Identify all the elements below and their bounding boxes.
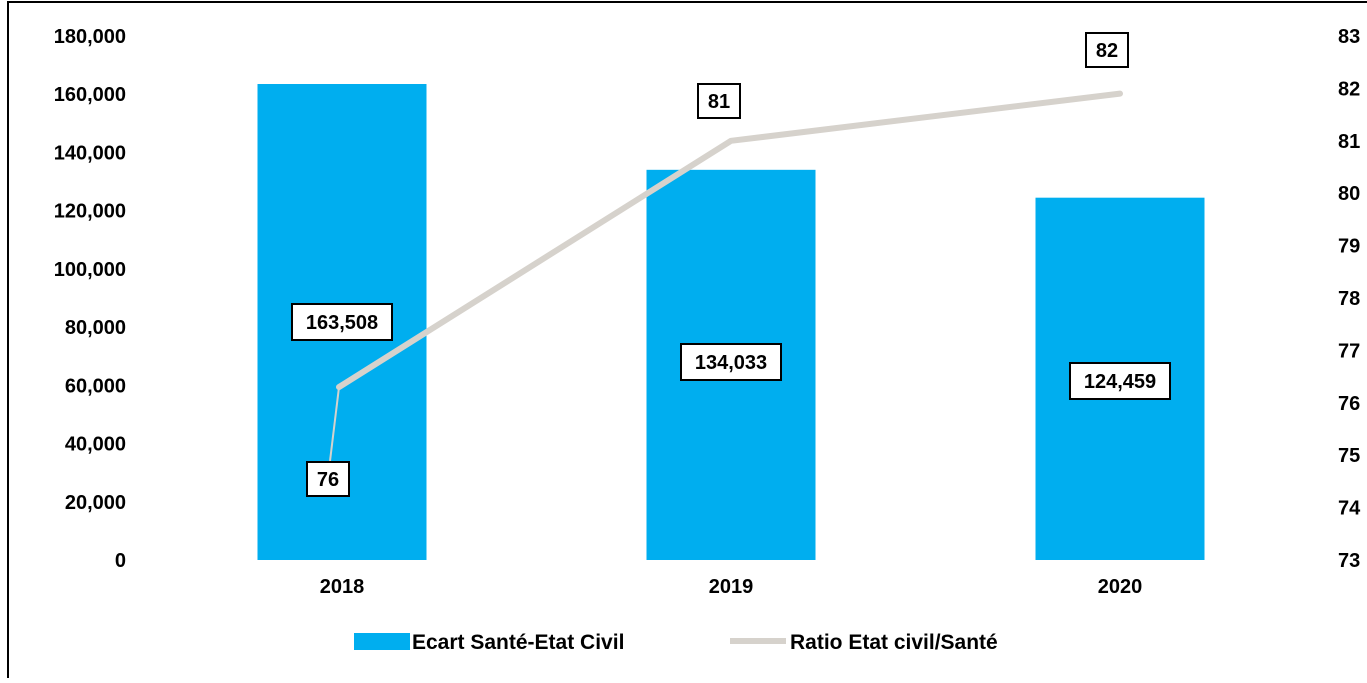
- x-tick-label: 2018: [320, 576, 365, 598]
- right-tick-label: 79: [1338, 236, 1360, 258]
- line-data-label-text: 81: [708, 91, 730, 113]
- bar-series: 163,508 134,033 124,459: [257, 84, 1205, 561]
- line-data-label-box: [1085, 32, 1129, 68]
- left-axis: 0 20,000 40,000 60,000 80,000 100,000 120,000 1…: [54, 26, 126, 572]
- right-tick-label: 77: [1338, 340, 1360, 362]
- left-tick-label: 180,000: [54, 26, 126, 48]
- leader-line: [329, 386, 340, 462]
- left-tick-label: 40,000: [65, 434, 126, 456]
- line-data-label-box: [697, 83, 741, 119]
- legend-line-label: Ratio Etat civil/Santé: [790, 631, 998, 654]
- line-data-label: 81: [697, 83, 741, 119]
- bar-data-label-text: 163,508: [306, 312, 378, 334]
- bar-data-label: 124,459: [1069, 362, 1171, 400]
- bar-data-label-box: [1069, 362, 1171, 400]
- x-tick-label: 2020: [1098, 576, 1143, 598]
- bar-data-label: 134,033: [680, 343, 782, 381]
- legend-bar-label: Ecart Santé-Etat Civil: [412, 631, 624, 654]
- bar-data-label: 163,508: [291, 303, 393, 341]
- line-data-label-box: [306, 461, 350, 497]
- line-data-label-text: 82: [1096, 40, 1118, 62]
- legend: Ecart Santé-Etat Civil Ratio Etat civil/…: [354, 631, 998, 654]
- left-tick-label: 20,000: [65, 492, 126, 514]
- chart-border: [7, 1, 1367, 683]
- right-tick-label: 83: [1338, 26, 1360, 48]
- bar-data-label-box: [291, 303, 393, 341]
- left-tick-label: 160,000: [54, 84, 126, 106]
- right-tick-label: 76: [1338, 393, 1360, 415]
- right-tick-label: 75: [1338, 445, 1360, 467]
- right-tick-label: 73: [1338, 550, 1360, 572]
- right-tick-label: 74: [1338, 498, 1361, 520]
- left-tick-label: 100,000: [54, 259, 126, 281]
- x-axis: 2018 2019 2020: [320, 576, 1143, 598]
- right-tick-label: 78: [1338, 288, 1360, 310]
- right-tick-label: 81: [1338, 131, 1360, 153]
- line-data-label: 76: [306, 461, 350, 497]
- line-series: 76 81 82: [306, 32, 1129, 497]
- left-tick-label: 120,000: [54, 201, 126, 223]
- left-tick-label: 60,000: [65, 375, 126, 397]
- ratio-line: [336, 90, 1123, 391]
- right-axis: 73 74 75 76 77 78 79 80 81 82 83: [1338, 26, 1361, 572]
- x-tick-label: 2019: [709, 576, 754, 598]
- line-data-label: 82: [1085, 32, 1129, 68]
- line-data-label-text: 76: [317, 469, 339, 491]
- right-tick-label: 82: [1338, 78, 1360, 100]
- bar-data-label-box: [680, 343, 782, 381]
- legend-bar-swatch: [354, 633, 410, 650]
- right-tick-label: 80: [1338, 183, 1360, 205]
- bar-data-label-text: 134,033: [695, 352, 767, 374]
- bar-data-label-text: 124,459: [1084, 371, 1156, 393]
- left-tick-label: 140,000: [54, 142, 126, 164]
- left-tick-label: 0: [115, 550, 126, 572]
- left-tick-label: 80,000: [65, 317, 126, 339]
